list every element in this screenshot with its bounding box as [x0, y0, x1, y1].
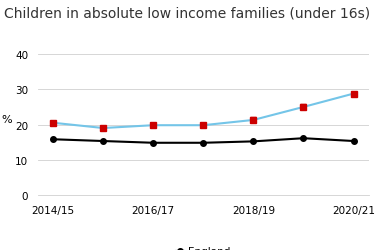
- Legend: England: England: [172, 242, 235, 250]
- Line: England: England: [50, 136, 356, 146]
- England: [51, 138, 55, 141]
- England: [201, 142, 206, 145]
- England: [301, 137, 306, 140]
- England: [151, 142, 155, 145]
- England: [351, 140, 356, 143]
- England: [101, 140, 105, 143]
- Y-axis label: %: %: [2, 115, 12, 125]
- Text: Children in absolute low income families (under 16s): Children in absolute low income families…: [4, 6, 370, 20]
- England: [251, 140, 256, 143]
